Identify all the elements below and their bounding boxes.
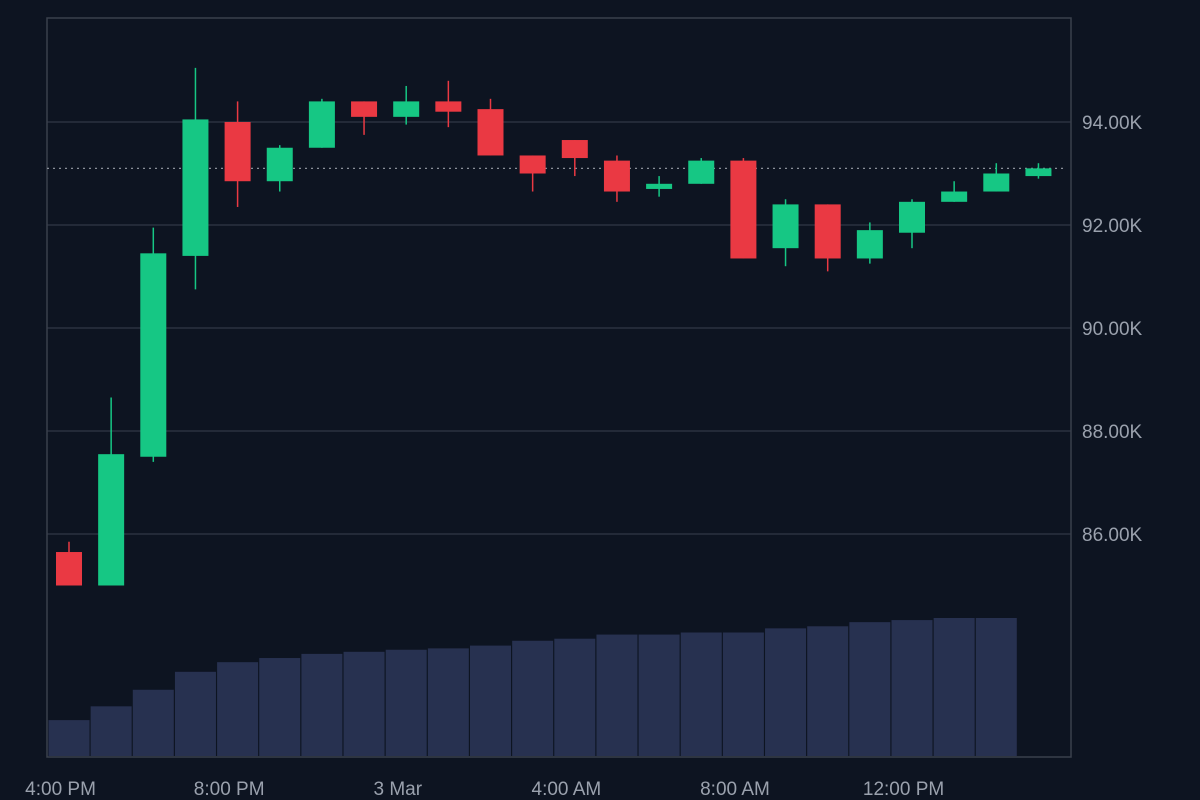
volume-bar [470, 645, 511, 756]
candle-body [308, 101, 335, 148]
y-tick-label: 92.00K [1082, 216, 1143, 237]
candle-body [140, 253, 167, 457]
candle-down[interactable] [435, 80, 462, 128]
candle-body [1025, 168, 1052, 177]
candle-body [435, 101, 462, 112]
volume-bar [638, 634, 680, 756]
candle-down[interactable] [730, 158, 757, 259]
x-tick-label: 8:00 PM [194, 779, 265, 800]
candle-body [688, 160, 715, 184]
x-tick-label: 4:00 PM [25, 779, 96, 800]
candle-body [393, 101, 420, 117]
candle-up[interactable] [308, 98, 335, 148]
candle-layer[interactable] [56, 67, 1052, 586]
y-axis: 86.00K 88.00K 90.00K 92.00K 94.00K [1082, 113, 1143, 546]
candle-up[interactable] [393, 85, 420, 125]
candle-body [351, 101, 378, 117]
candle-up[interactable] [182, 67, 209, 290]
candle-down[interactable] [224, 101, 251, 207]
x-tick-label: 3 Mar [373, 779, 422, 800]
candle-down[interactable] [561, 140, 588, 177]
x-tick-label: 8:00 AM [700, 779, 770, 800]
candle-up[interactable] [646, 176, 673, 197]
candle-body [98, 454, 125, 586]
volume-bar [343, 651, 385, 756]
candle-body [224, 122, 251, 182]
candle-up[interactable] [941, 181, 968, 202]
candle-up[interactable] [688, 158, 715, 184]
candle-down[interactable] [477, 98, 504, 156]
volume-bar [385, 649, 427, 756]
candle-down[interactable] [351, 101, 378, 135]
candle-up[interactable] [899, 199, 925, 249]
candle-body [56, 552, 82, 586]
candle-up[interactable] [98, 397, 125, 586]
y-tick-label: 90.00K [1082, 319, 1143, 340]
volume-bar [975, 618, 1017, 756]
y-tick-label: 94.00K [1082, 113, 1143, 134]
candle-down[interactable] [56, 541, 82, 586]
volume-bar [48, 720, 90, 756]
candle-body [182, 119, 209, 256]
candle-body [899, 201, 925, 233]
candle-body [603, 160, 630, 192]
plot-frame [46, 17, 1072, 758]
candle-body [730, 160, 757, 259]
volume-bar [259, 658, 301, 756]
candle-body [941, 191, 968, 202]
candle-body [266, 147, 293, 182]
volume-bar [891, 620, 933, 756]
volume-bar [765, 628, 807, 756]
volume-bar [680, 632, 722, 756]
candle-up[interactable] [266, 145, 293, 192]
candle-up[interactable] [983, 163, 1010, 192]
candle-up[interactable] [772, 199, 799, 267]
volume-bar [807, 626, 849, 756]
volume-bar [849, 622, 891, 756]
candle-up[interactable] [1025, 163, 1052, 179]
candle-body [983, 173, 1010, 192]
candle-up[interactable] [856, 222, 883, 264]
volume-bar [722, 632, 764, 756]
candle-down[interactable] [519, 155, 546, 192]
x-tick-label: 12:00 PM [863, 779, 944, 800]
volume-bar [90, 706, 132, 756]
volume-bar [427, 648, 469, 756]
candle-body [814, 204, 841, 259]
candle-body [646, 183, 673, 189]
candle-down[interactable] [814, 204, 841, 272]
candle-body [477, 109, 504, 156]
x-tick-label: 4:00 AM [532, 779, 602, 800]
candle-body [856, 230, 883, 259]
volume-bar [933, 618, 975, 756]
candle-up[interactable] [140, 227, 167, 462]
candle-body [561, 140, 588, 159]
candle-body [519, 155, 546, 174]
candle-down[interactable] [603, 155, 630, 202]
y-tick-label: 86.00K [1082, 525, 1143, 546]
volume-bar [554, 638, 596, 756]
volume-bar [132, 689, 174, 756]
volume-bar [217, 662, 259, 756]
volume-layer [48, 618, 1017, 756]
candle-body [772, 204, 799, 249]
x-axis: 4:00 PM 8:00 PM 3 Mar 4:00 AM 8:00 AM 12:00 P… [25, 779, 944, 800]
volume-bar [174, 671, 216, 756]
grid-layer [47, 121, 1071, 535]
volume-bar [301, 653, 343, 756]
volume-bar [512, 640, 554, 756]
y-tick-label: 88.00K [1082, 422, 1143, 443]
volume-bar [596, 634, 638, 756]
